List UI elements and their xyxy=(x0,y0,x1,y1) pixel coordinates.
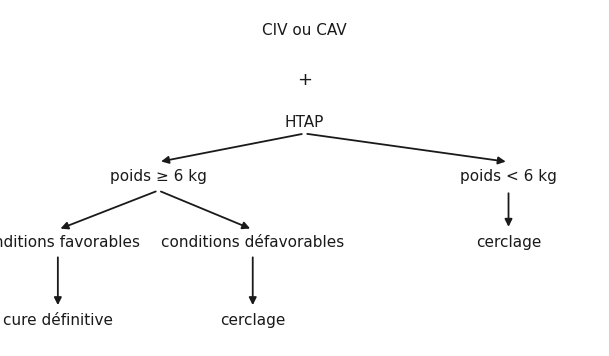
Text: poids < 6 kg: poids < 6 kg xyxy=(460,169,557,184)
Text: conditions défavorables: conditions défavorables xyxy=(161,235,344,250)
Text: cerclage: cerclage xyxy=(476,235,541,250)
Text: +: + xyxy=(297,71,312,89)
Text: conditions favorables: conditions favorables xyxy=(0,235,140,250)
Text: cerclage: cerclage xyxy=(220,313,286,328)
Text: HTAP: HTAP xyxy=(285,115,324,130)
Text: cure définitive: cure définitive xyxy=(3,313,113,328)
Text: CIV ou CAV: CIV ou CAV xyxy=(262,23,347,38)
Text: poids ≥ 6 kg: poids ≥ 6 kg xyxy=(110,169,207,184)
